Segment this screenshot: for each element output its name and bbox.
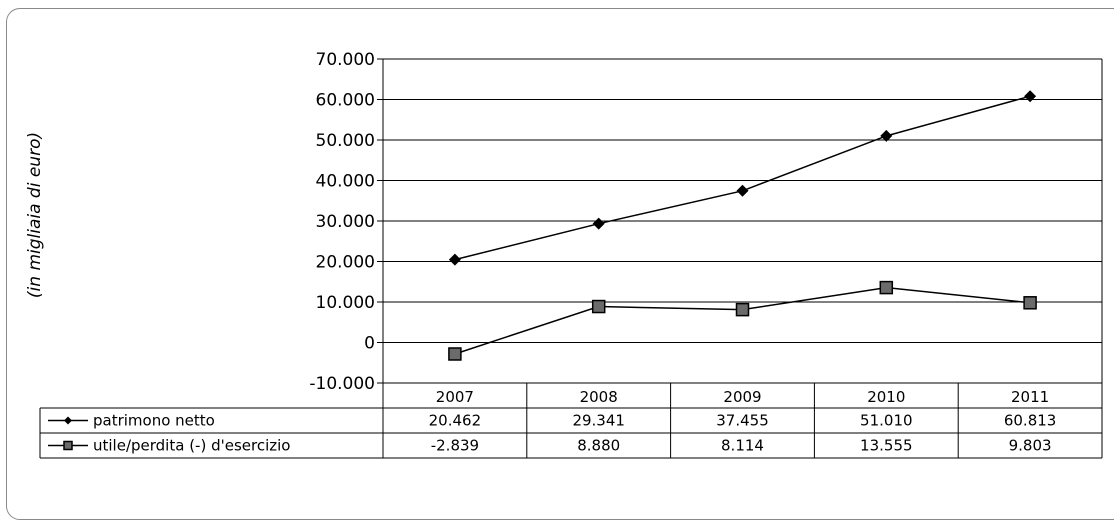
- data-label: 37.455: [716, 412, 769, 430]
- data-point-diamond: [880, 129, 893, 142]
- data-point-diamond: [1024, 90, 1037, 103]
- data-point-diamond: [592, 217, 605, 230]
- data-table: 2007 2008 2009 2010 2011 patrimono netto 20.46…: [39, 383, 1103, 459]
- data-point-square: [1023, 296, 1037, 310]
- series-line: [454, 286, 1031, 355]
- series: [448, 90, 1037, 361]
- gridlines: [383, 58, 1102, 384]
- y-tick-label: 20.000: [316, 253, 375, 273]
- data-label: -2.839: [431, 437, 479, 455]
- y-tick-label: 10.000: [316, 293, 375, 313]
- y-tick-label: 40.000: [316, 172, 375, 192]
- y-tick-label: 60.000: [316, 91, 375, 111]
- data-label: 8.880: [577, 437, 620, 455]
- x-tick-label: 2009: [723, 388, 761, 406]
- legend-entry: patrimono netto: [93, 412, 215, 430]
- data-label: 29.341: [572, 412, 625, 430]
- x-tick-label: 2011: [1011, 388, 1049, 406]
- x-tick-label: 2008: [580, 388, 618, 406]
- legend-diamond-marker: [64, 416, 72, 425]
- x-tick-label: 2010: [867, 388, 905, 406]
- data-label: 60.813: [1004, 412, 1057, 430]
- y-tick-label: 70.000: [316, 50, 375, 70]
- data-label: 9.803: [1009, 437, 1052, 455]
- data-point-diamond: [448, 253, 461, 266]
- legend-square-marker: [63, 440, 73, 451]
- data-point-square: [879, 280, 894, 295]
- data-label: 51.010: [860, 412, 913, 430]
- series-line: [454, 95, 1031, 261]
- x-tick-label: 2007: [436, 388, 474, 406]
- legend-entry: utile/perdita (-) d'esercizio: [93, 437, 290, 455]
- chart-frame: [6, 8, 1114, 520]
- y-axis-label: (in migliaia di euro): [25, 132, 45, 298]
- data-label: 13.555: [860, 437, 913, 455]
- data-point-diamond: [736, 184, 749, 197]
- y-tick-label: 30.000: [316, 212, 375, 232]
- data-point-square: [735, 302, 750, 317]
- data-label: 20.462: [429, 412, 482, 430]
- data-point-square: [591, 299, 606, 314]
- data-label: 8.114: [721, 437, 764, 455]
- y-tick-label: 0: [364, 334, 375, 354]
- y-tick-label: -10.000: [309, 374, 375, 394]
- axes: [377, 58, 1103, 384]
- data-point-square: [448, 347, 462, 361]
- y-tick-labels: 70.000 60.000 50.000 40.000 30.000 20.000 10.0…: [309, 50, 375, 394]
- y-tick-label: 50.000: [316, 131, 375, 151]
